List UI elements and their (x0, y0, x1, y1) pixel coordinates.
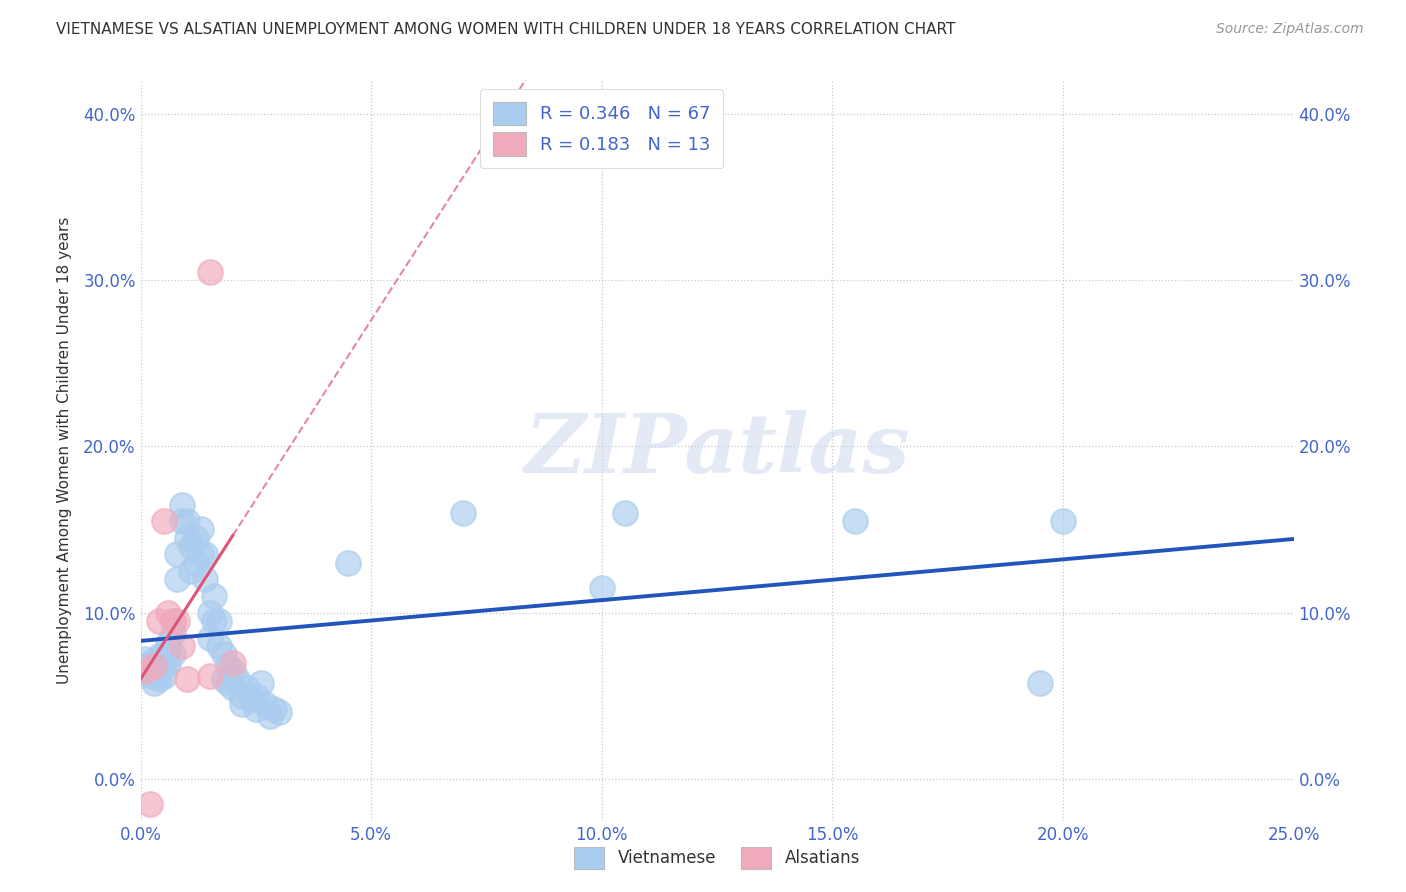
Point (180, 564, 202, 578)
Point (190, 548, 212, 562)
Point (180, 539, 202, 553)
Point (139, 656, 162, 670)
Point (198, 631, 221, 645)
Point (222, 664, 245, 678)
Point (148, 657, 170, 672)
Text: VIETNAMESE VS ALSATIAN UNEMPLOYMENT AMONG WOMEN WITH CHILDREN UNDER 18 YEARS COR: VIETNAMESE VS ALSATIAN UNEMPLOYMENT AMON… (56, 22, 956, 37)
Point (259, 708, 281, 723)
Text: ZIPatlas: ZIPatlas (524, 410, 910, 491)
Point (152, 659, 174, 673)
Point (198, 606, 221, 620)
Point (176, 514, 198, 528)
Point (166, 573, 188, 587)
Point (1052, 514, 1074, 528)
Point (212, 647, 235, 661)
Point (152, 514, 174, 528)
Point (202, 614, 225, 628)
Point (143, 660, 166, 674)
Point (152, 669, 174, 683)
Point (231, 697, 253, 711)
Point (162, 625, 184, 640)
Point (249, 675, 271, 690)
Point (148, 614, 170, 628)
Point (226, 672, 249, 686)
Point (172, 498, 194, 512)
Point (844, 514, 866, 528)
Point (267, 706, 290, 720)
Point (162, 647, 184, 661)
Point (245, 689, 267, 703)
Point (245, 702, 267, 716)
Point (198, 264, 221, 278)
Point (184, 531, 207, 545)
Point (217, 675, 239, 690)
Point (194, 548, 217, 562)
Point (254, 697, 277, 711)
Point (162, 614, 184, 628)
Point (176, 531, 198, 545)
Point (208, 614, 231, 628)
Point (235, 681, 257, 695)
Point (157, 646, 180, 660)
Point (1029, 675, 1052, 690)
Point (134, 652, 156, 666)
Y-axis label: Unemployment Among Women with Children Under 18 years: Unemployment Among Women with Children U… (58, 217, 72, 684)
Point (231, 689, 253, 703)
Point (591, 581, 613, 595)
Point (157, 635, 180, 649)
Point (134, 659, 156, 673)
Text: Source: ZipAtlas.com: Source: ZipAtlas.com (1216, 22, 1364, 37)
Point (212, 672, 235, 686)
Point (263, 702, 285, 716)
Legend: Vietnamese, Alsatians: Vietnamese, Alsatians (568, 840, 866, 875)
Point (172, 639, 194, 653)
Point (143, 654, 166, 668)
Point (139, 664, 162, 678)
Point (166, 548, 188, 562)
Point (184, 556, 207, 570)
Point (217, 659, 239, 673)
Point (162, 614, 184, 628)
Point (143, 675, 166, 690)
Point (166, 614, 188, 628)
Point (208, 639, 231, 653)
Point (337, 556, 360, 570)
Point (148, 672, 170, 686)
Point (157, 656, 180, 670)
Point (172, 514, 194, 528)
Point (139, 797, 162, 811)
Point (152, 647, 174, 661)
Point (202, 589, 225, 603)
Point (143, 659, 166, 673)
Point (134, 664, 156, 678)
Point (222, 681, 245, 695)
Point (148, 648, 170, 663)
Point (453, 506, 475, 520)
Point (143, 667, 166, 681)
Point (198, 669, 221, 683)
Point (157, 606, 180, 620)
Point (148, 664, 170, 678)
Point (222, 656, 245, 670)
Point (139, 669, 162, 683)
Point (176, 672, 198, 686)
Point (240, 692, 263, 706)
Point (194, 573, 217, 587)
Point (613, 506, 636, 520)
Point (190, 523, 212, 537)
